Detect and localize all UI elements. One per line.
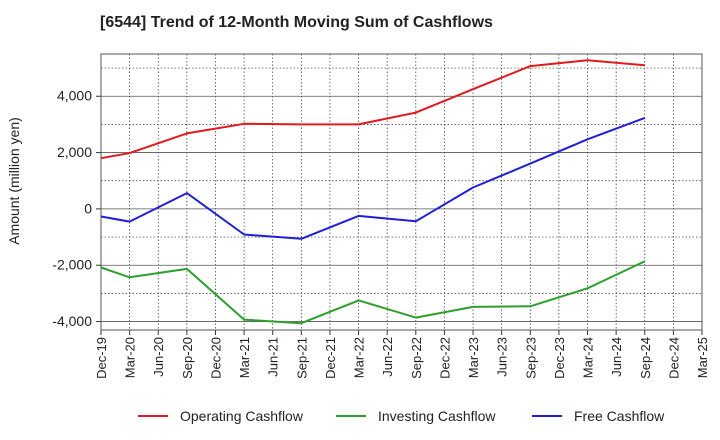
- x-tick-label: Mar-25: [695, 337, 710, 378]
- x-tick-label: Dec-20: [208, 337, 223, 379]
- legend-swatch: [336, 415, 366, 417]
- y-tick-label: 4,000: [57, 88, 92, 104]
- series-line-operating-cashflow: [100, 59, 645, 160]
- y-tick-label: -4,000: [52, 313, 92, 329]
- x-tick-label: Mar-22: [352, 337, 367, 378]
- x-tick-label: Jun-23: [495, 337, 510, 377]
- chart-title: [6544] Trend of 12-Month Moving Sum of C…: [100, 14, 493, 31]
- plot-area: [101, 54, 702, 330]
- legend-label: Operating Cashflow: [180, 408, 303, 424]
- x-tick-label: Mar-21: [237, 337, 252, 378]
- legend-swatch: [532, 415, 562, 417]
- legend-item: Operating Cashflow: [138, 404, 303, 428]
- legend-swatch: [138, 415, 168, 417]
- x-tick-label: Sep-23: [523, 337, 538, 379]
- series-line-investing-cashflow: [100, 260, 646, 325]
- legend-item: Free Cashflow: [532, 404, 664, 428]
- x-tick-label: Dec-19: [94, 337, 109, 379]
- x-tick-label: Jun-24: [609, 337, 624, 377]
- x-tick-label: Dec-22: [437, 337, 452, 379]
- x-tick-label: Jun-21: [266, 337, 281, 377]
- x-tick-label: Mar-23: [466, 337, 481, 378]
- x-tick-label: Dec-23: [552, 337, 567, 379]
- x-tick-label: Dec-21: [323, 337, 338, 379]
- y-tick-label: 0: [84, 200, 92, 216]
- x-tick-label: Sep-24: [638, 337, 653, 379]
- legend-item: Investing Cashflow: [336, 404, 496, 428]
- x-tick-label: Sep-21: [294, 337, 309, 379]
- x-tick-label: Mar-20: [123, 337, 138, 378]
- y-tick-label: 2,000: [57, 144, 92, 160]
- x-tick-label: Mar-24: [581, 337, 596, 378]
- x-tick-label: Jun-22: [380, 337, 395, 377]
- plot-frame: [100, 53, 703, 331]
- legend-label: Investing Cashflow: [378, 408, 496, 424]
- legend: Operating Cashflow Investing Cashflow Free…: [0, 404, 720, 428]
- series-line-free-cashflow: [100, 116, 646, 240]
- x-tick-label: Dec-24: [666, 337, 681, 379]
- legend-label: Free Cashflow: [574, 408, 665, 424]
- x-tick-label: Sep-22: [409, 337, 424, 379]
- x-tick-label: Jun-20: [151, 337, 166, 377]
- x-tick-label: Sep-20: [180, 337, 195, 379]
- y-tick-label: -2,000: [52, 257, 92, 273]
